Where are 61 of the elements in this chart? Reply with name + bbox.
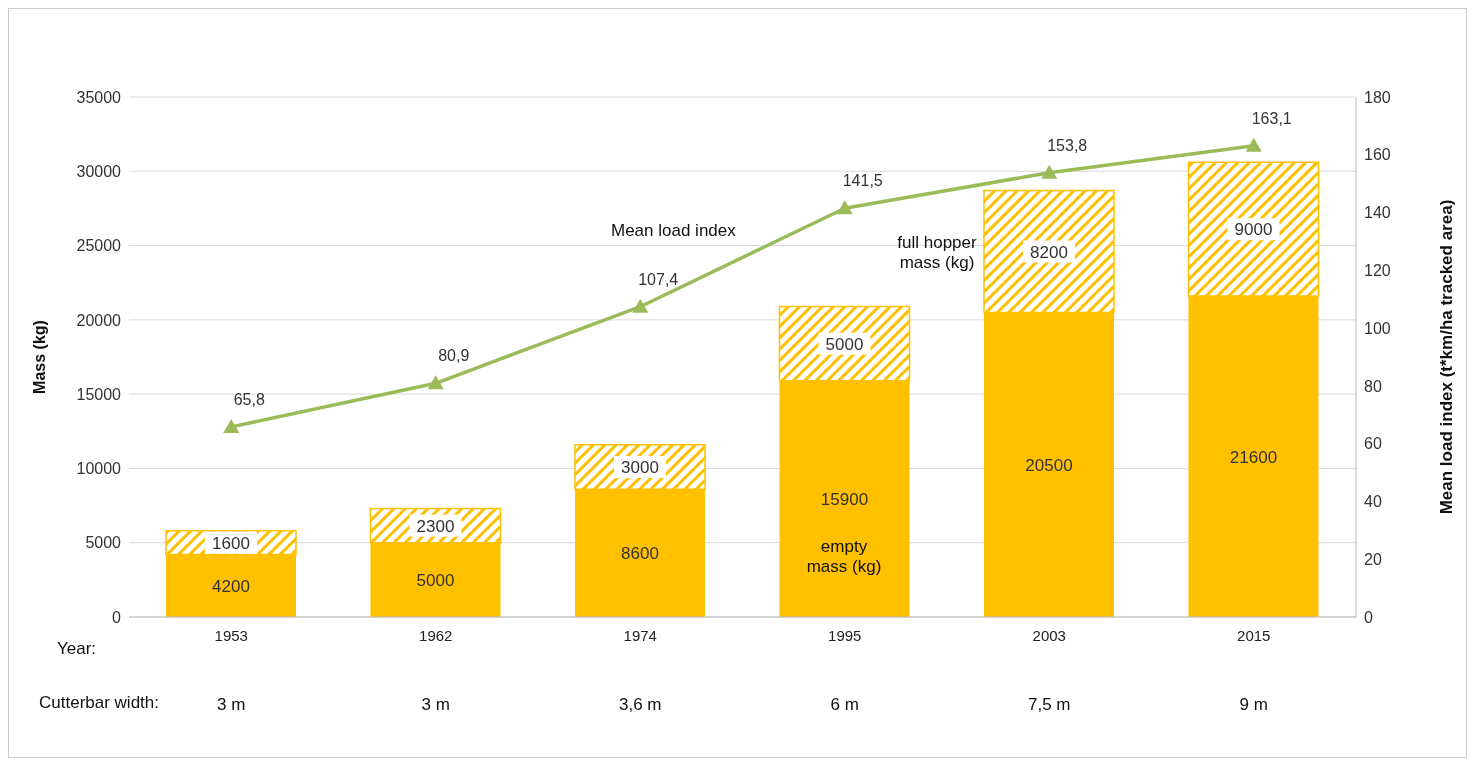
- x-tick-label: 1974: [623, 627, 657, 644]
- data-label: 163,1: [1251, 109, 1292, 127]
- text: 3 m: [420, 695, 451, 715]
- data-label: 4200: [212, 576, 250, 596]
- data-label: 20500: [1025, 455, 1073, 475]
- y2-tick-label: 180: [1364, 88, 1391, 106]
- y-tick-label: 15000: [76, 385, 122, 403]
- x-tick-label: 1995: [828, 627, 862, 644]
- y2-tick-label: 40: [1364, 493, 1382, 511]
- data-label: 21600: [1229, 447, 1278, 467]
- y2-tick-label: 120: [1364, 262, 1391, 280]
- data-label: 153,8: [1047, 136, 1088, 154]
- data-label: 1600: [212, 533, 250, 553]
- y2-tick-label: 60: [1364, 435, 1382, 453]
- data-label: 65,8: [233, 390, 265, 408]
- y2-tick-label: 140: [1364, 204, 1391, 222]
- x-tick-label: 1962: [419, 627, 453, 644]
- text: 3,6 m: [618, 695, 663, 715]
- data-label: 8200: [1030, 242, 1068, 262]
- y-tick-label: 30000: [76, 162, 122, 180]
- text: 9 m: [1238, 695, 1269, 715]
- data-label: 141,5: [842, 172, 883, 190]
- y-axis-title: Mass (kg): [30, 320, 48, 394]
- point: [1041, 164, 1058, 179]
- y2-tick-label: 0: [1364, 608, 1373, 626]
- data-label: 3000: [621, 457, 659, 477]
- point: [223, 418, 240, 433]
- x-axis-title: Year:: [57, 639, 97, 659]
- data-label: 107,4: [638, 270, 679, 288]
- text: Cutterbar width:: [39, 693, 159, 713]
- text: 3 m: [216, 695, 247, 715]
- annotation: empty mass (kg): [805, 537, 883, 577]
- y2-tick-label: 160: [1364, 146, 1391, 164]
- data-label: 80,9: [438, 347, 470, 365]
- x-tick-label: 1953: [214, 627, 248, 644]
- text: 6 m: [829, 695, 860, 715]
- x-tick-label: 2015: [1237, 627, 1271, 644]
- y-tick-label: 10000: [76, 460, 122, 478]
- point: [427, 375, 444, 390]
- annotation: full hopper mass (kg): [896, 233, 978, 273]
- data-label: 8600: [621, 544, 659, 564]
- y-tick-label: 20000: [76, 311, 122, 329]
- point: [632, 298, 649, 313]
- point: [1245, 137, 1262, 152]
- y2-tick-label: 20: [1364, 550, 1382, 568]
- y-tick-label: 35000: [76, 88, 122, 106]
- annotation: Mean load index: [611, 221, 736, 241]
- x-tick-label: 2003: [1032, 627, 1066, 644]
- y-tick-label: 5000: [85, 534, 122, 552]
- data-label: 5000: [825, 334, 864, 354]
- data-label: 2300: [416, 516, 455, 536]
- y2-tick-label: 100: [1364, 319, 1391, 337]
- y2-axis-title: Mean load index (t*km/ha tracked area): [1437, 199, 1457, 515]
- y-tick-label: 0: [112, 608, 122, 626]
- data-label: 9000: [1234, 220, 1273, 240]
- data-label: 15900: [820, 489, 869, 509]
- y2-tick-label: 80: [1364, 377, 1382, 395]
- y-tick-label: 25000: [76, 237, 122, 255]
- point: [836, 200, 853, 215]
- text: 7,5 m: [1027, 695, 1072, 715]
- data-label: 5000: [416, 570, 455, 590]
